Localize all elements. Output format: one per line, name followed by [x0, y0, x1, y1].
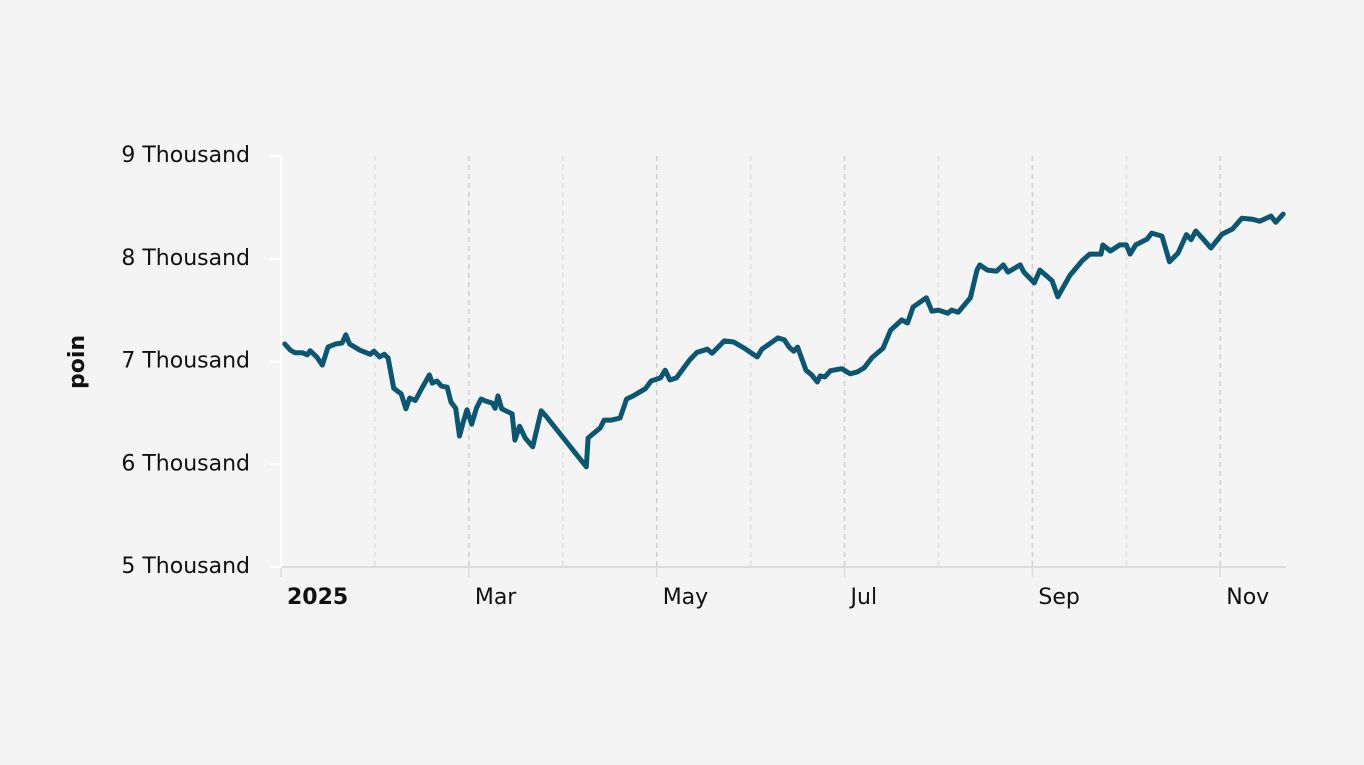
- x-tick-label: May: [663, 585, 708, 610]
- y-tick-label: 7 Thousand: [121, 349, 250, 374]
- line-series: [282, 211, 1286, 470]
- x-tick-label: Nov: [1226, 585, 1269, 610]
- y-tick-label: 8 Thousand: [121, 246, 250, 271]
- y-tick-label: 5 Thousand: [121, 554, 250, 579]
- y-tick-label: 9 Thousand: [121, 143, 250, 168]
- y-tick-label: 6 Thousand: [121, 451, 250, 476]
- x-tick-label: Mar: [475, 585, 517, 610]
- x-tick-label: 2025: [287, 585, 348, 610]
- x-tick-label: Sep: [1038, 585, 1079, 610]
- y-axis-title: poin: [65, 335, 90, 389]
- x-tick-label: Jul: [849, 585, 878, 610]
